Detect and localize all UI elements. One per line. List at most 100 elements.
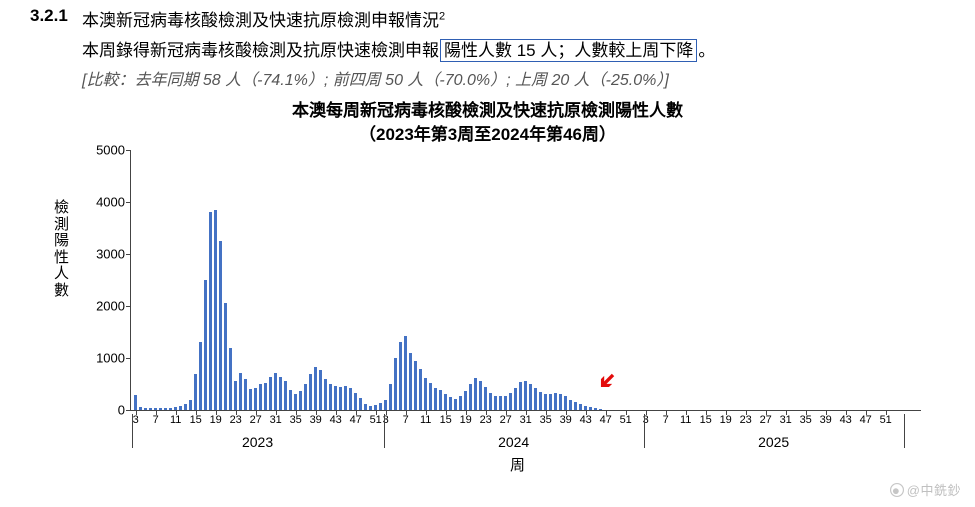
chart-bar [589, 407, 592, 410]
chart-bar [354, 393, 357, 410]
chart-bar [334, 386, 337, 410]
chart-bar [304, 384, 307, 410]
chart-bar [409, 353, 412, 410]
chart-bar [314, 367, 317, 410]
chart-bar [249, 389, 252, 410]
chart-bar [349, 388, 352, 410]
y-tick-label: 4000 [96, 195, 125, 210]
chart-bar [159, 408, 162, 410]
chart-bar [229, 348, 232, 410]
y-tick-label: 0 [118, 403, 125, 418]
x-tick-label: 51 [370, 414, 382, 426]
chart-bar [449, 397, 452, 410]
watermark-text: @中銑鈔 [907, 483, 961, 498]
chart-bar [199, 342, 202, 410]
chart-bar [594, 408, 597, 410]
chart-bar [254, 388, 257, 410]
year-label: 2024 [498, 434, 529, 450]
x-tick-label: 19 [720, 414, 732, 426]
chart-bar [204, 280, 207, 410]
x-tick-label: 15 [440, 414, 452, 426]
chart-bar [299, 391, 302, 410]
chart-bar [499, 396, 502, 410]
chart-bar [269, 377, 272, 410]
chart-bar [359, 398, 362, 410]
year-label: 2025 [758, 434, 789, 450]
year-divider-tick [384, 414, 385, 448]
x-tick-label: 19 [210, 414, 222, 426]
x-tick-label: 11 [170, 414, 181, 426]
chart-bar [144, 408, 147, 410]
chart-bar [139, 407, 142, 410]
y-tick-label: 3000 [96, 247, 125, 262]
x-tick-label: 39 [310, 414, 322, 426]
x-tick-label: 23 [480, 414, 492, 426]
chart-bar [424, 378, 427, 410]
chart-bar [369, 406, 372, 410]
x-tick-label: 15 [700, 414, 712, 426]
chart-bar [149, 408, 152, 410]
chart-plot-area: 0100020003000400050003711151923273135394… [130, 150, 921, 411]
chart-bar [344, 386, 347, 410]
section-title: 本澳新冠病毒核酸檢測及快速抗原檢測申報情況2 [82, 6, 445, 31]
x-tick-label: 23 [740, 414, 752, 426]
chart-bar [309, 374, 312, 410]
section-title-text: 本澳新冠病毒核酸檢測及快速抗原檢測申報情況 [82, 11, 439, 30]
x-tick-label: 23 [230, 414, 242, 426]
x-tick-label: 27 [760, 414, 772, 426]
x-tick-label: 43 [330, 414, 342, 426]
year-divider-tick [132, 414, 133, 448]
chart-bar [244, 379, 247, 410]
x-tick-label: 19 [460, 414, 472, 426]
chart-bar [529, 384, 532, 410]
x-tick-label: 47 [860, 414, 872, 426]
x-tick-label: 11 [680, 414, 691, 426]
chart-bar [414, 361, 417, 410]
chart-bar [214, 210, 217, 410]
x-tick-label: 39 [820, 414, 832, 426]
y-tick-label: 1000 [96, 351, 125, 366]
chart-bar [559, 394, 562, 410]
x-tick-label: 31 [270, 414, 282, 426]
chart-bar [439, 390, 442, 410]
chart-bar [179, 406, 182, 410]
chart-bar [469, 384, 472, 410]
year-label: 2023 [242, 434, 273, 450]
chart-bar [184, 404, 187, 410]
y-axis-title: 檢測陽性人數 [54, 200, 70, 299]
chart-bar [264, 383, 267, 410]
section-title-superscript: 2 [439, 10, 445, 22]
chart-bar [289, 390, 292, 410]
chart-bar [394, 358, 397, 410]
chart-bar [219, 241, 222, 410]
chart-bar [574, 402, 577, 410]
chart-bar [509, 393, 512, 410]
x-tick-label: 27 [500, 414, 512, 426]
summary-post: 。 [698, 41, 715, 60]
chart-bar [294, 394, 297, 410]
chart-bar [454, 399, 457, 410]
x-tick-label: 35 [800, 414, 812, 426]
chart-bar [519, 382, 522, 410]
chart-bar [484, 387, 487, 410]
x-tick-label: 51 [620, 414, 632, 426]
x-tick-label: 51 [880, 414, 892, 426]
x-tick-label: 39 [560, 414, 572, 426]
chart-bar [279, 377, 282, 410]
chart-bar [404, 336, 407, 410]
x-tick-label: 27 [250, 414, 262, 426]
summary-pre: 本周錄得新冠病毒核酸檢測及抗原快速檢測申報 [82, 41, 439, 60]
chart-bar [364, 404, 367, 410]
comparison-line: [比較：去年同期 58 人（-74.1%）; 前四周 50 人（-70.0%）;… [82, 66, 669, 90]
chart-bar [164, 408, 167, 410]
section-number: 3.2.1 [30, 6, 68, 26]
chart-bar [434, 388, 437, 410]
chart-bar [384, 400, 387, 410]
chart-bar [234, 381, 237, 410]
chart-bar [479, 381, 482, 410]
chart-bar [324, 379, 327, 410]
chart-bar [339, 387, 342, 410]
y-tick-label: 2000 [96, 299, 125, 314]
chart-title-line1: 本澳每周新冠病毒核酸檢測及快速抗原檢測陽性人數 [0, 96, 975, 121]
chart-bar [399, 342, 402, 410]
